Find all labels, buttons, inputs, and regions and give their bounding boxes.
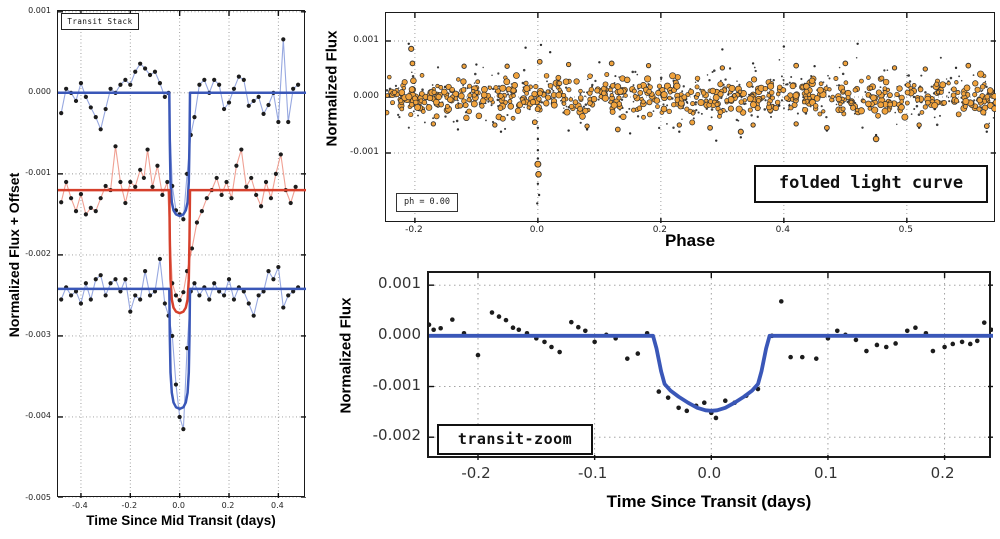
scatter-points (429, 299, 993, 421)
y-tick-label: -0.001 (349, 147, 379, 157)
transit-zoom-label-box: transit-zoom (437, 424, 593, 455)
y-tick-label: -0.002 (372, 426, 421, 445)
x-tick-label: 0.1 (814, 464, 838, 482)
x-tick-label: 0.4 (270, 501, 284, 510)
x-tick-label: -0.2 (121, 501, 138, 510)
transit-model-line (429, 333, 993, 413)
folded-light-curve-panel (385, 12, 996, 223)
transit-stack-plot (58, 11, 306, 498)
transit-stack-legend: Transit Stack (61, 13, 139, 30)
x-tick-label: 0.2 (930, 464, 955, 482)
connecting-line (60, 146, 297, 302)
y-tick-label: -0.004 (25, 411, 51, 421)
x-tick-label: -0.2 (405, 225, 423, 235)
folded-light-curve-label-box: folded light curve (754, 165, 988, 203)
x-tick-label: 0.0 (172, 501, 185, 510)
y-tick-label: -0.002 (25, 249, 51, 259)
y-tick-label: 0.000 (28, 87, 51, 97)
transit-stack-x-axis-label: Time Since Mid Transit (days) (86, 513, 276, 528)
transit-stack-panel (57, 10, 306, 498)
y-tick-label: -0.003 (25, 330, 51, 340)
x-tick-label: 0.4 (775, 225, 790, 235)
x-tick-label: -0.4 (72, 501, 88, 510)
y-tick-label: 0.001 (378, 274, 421, 293)
zoom-y-axis-label: Normalized Flux (337, 297, 355, 414)
zoom-x-axis-label: Time Since Transit (days) (606, 492, 812, 511)
x-tick-label: 0.0 (697, 464, 722, 482)
x-tick-label: 0.2 (221, 501, 235, 510)
x-tick-label: -0.1 (578, 464, 608, 482)
y-tick-label: -0.005 (25, 492, 51, 502)
y-tick-label: -0.001 (372, 375, 421, 394)
orange-scatter-band (386, 45, 996, 178)
scatter-points (59, 256, 301, 432)
phase-annotation-box: ph = 0.00 (396, 193, 458, 212)
y-tick-label: 0.000 (353, 91, 379, 101)
connecting-line (60, 39, 299, 221)
x-tick-label: -0.2 (461, 464, 491, 482)
transit-model-line (58, 287, 306, 411)
x-tick-label: 0.0 (529, 225, 545, 235)
scatter-points (59, 144, 298, 303)
transit-model-line (58, 91, 306, 218)
y-tick-label: 0.001 (28, 6, 51, 16)
transit-model-line (58, 188, 306, 315)
y-tick-label: 0.000 (378, 324, 421, 343)
folded-light-curve-plot (386, 13, 996, 223)
folded-x-axis-label: Phase (664, 231, 716, 250)
y-tick-label: -0.001 (25, 168, 51, 178)
x-tick-label: 0.2 (652, 225, 668, 235)
x-tick-label: 0.5 (898, 225, 913, 235)
y-tick-label: 0.001 (353, 35, 379, 45)
